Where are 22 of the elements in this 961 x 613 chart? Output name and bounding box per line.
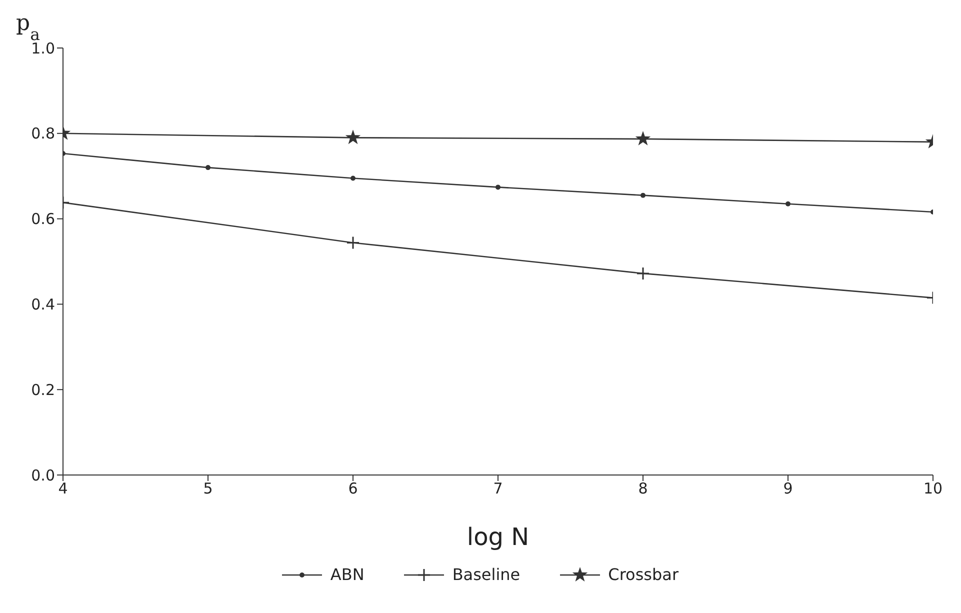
x-tick-label: 6: [348, 480, 358, 498]
point: [496, 184, 500, 190]
x-tick-label: 5: [203, 480, 213, 498]
y-tick-label: 0.4: [31, 296, 55, 314]
x-tick-label: 8: [638, 480, 648, 498]
point: [350, 176, 356, 181]
x-tick-label: 7: [493, 480, 503, 498]
y-tick-label: 0.6: [31, 210, 55, 228]
x-tick-label: 9: [783, 480, 793, 498]
point: [640, 192, 646, 198]
point: [786, 201, 790, 206]
y-tick-label: 0.2: [31, 380, 55, 399]
point: [206, 165, 210, 170]
legend-label: Baseline: [451, 565, 520, 584]
y-tick-label: 0.0: [31, 466, 55, 484]
legend-label: Crossbar: [607, 565, 679, 584]
x-tick-label: 10: [923, 480, 943, 498]
y-tick-label: 0.8: [31, 124, 55, 143]
legend-label: ABN: [329, 565, 364, 584]
line-series: [63, 150, 933, 214]
x-axis-title: log N: [466, 523, 530, 551]
x-tick-label: 4: [58, 480, 68, 498]
